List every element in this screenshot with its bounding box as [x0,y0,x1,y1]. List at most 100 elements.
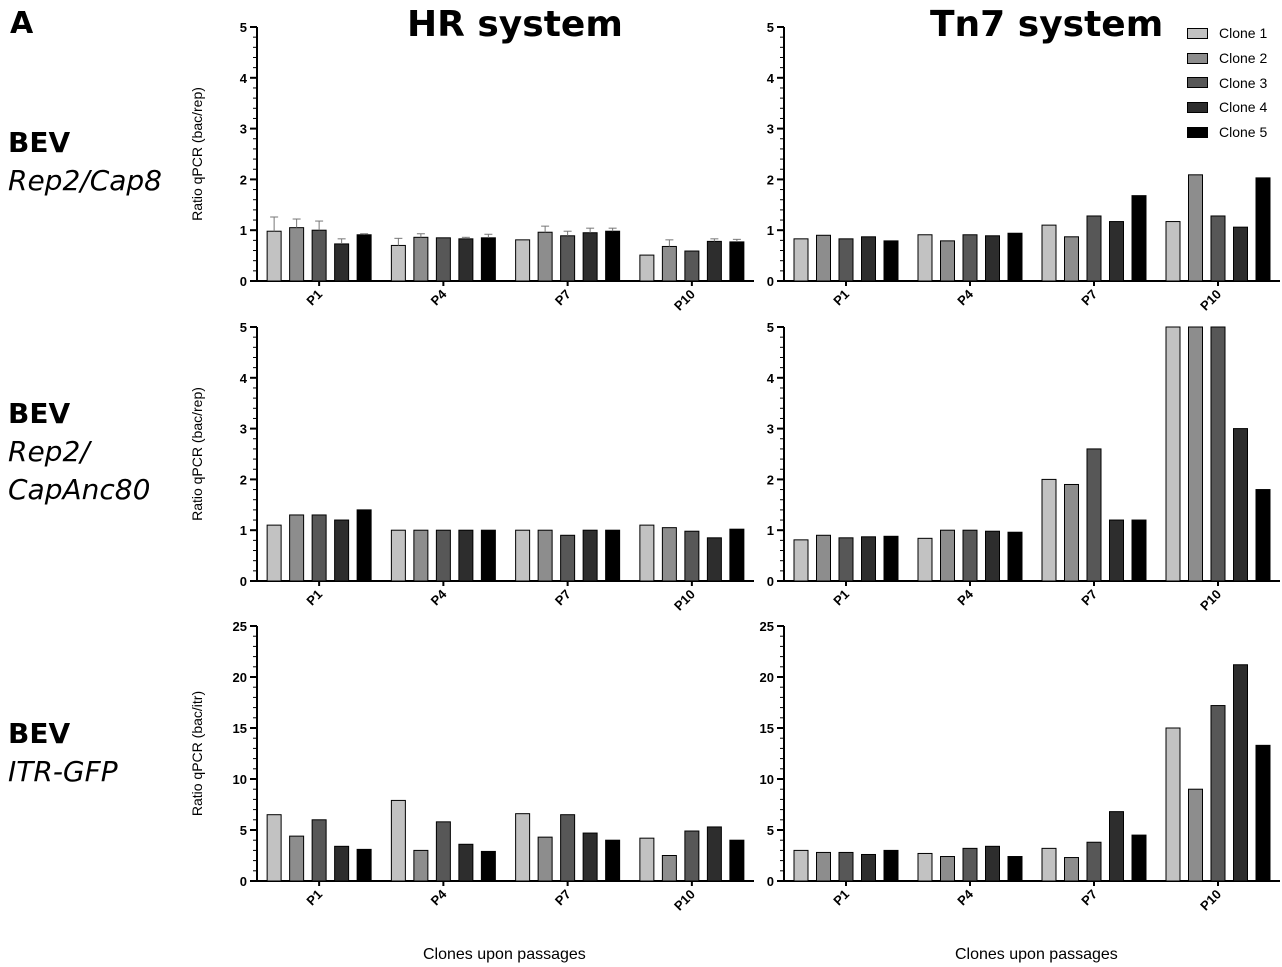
bar-clone-5 [1007,531,1023,582]
x-tick-label: P4 [954,586,976,608]
bar-clone-4 [861,853,876,882]
bar-clone-2 [537,231,553,282]
bar-clone-2 [661,527,677,582]
bar-clone-4 [334,243,350,282]
bar-clone-1 [639,254,655,282]
y-axis-title: Ratio qPCR (bac/itr) [189,691,205,816]
bar-clone-2 [940,856,955,882]
bar-clone-3 [684,530,700,582]
y-axis-title: Ratio qPCR (bac/rep) [189,87,205,221]
bar-clone-4 [861,536,876,582]
legend-label: Clone 3 [1219,74,1268,91]
bar-clone-2 [940,529,955,582]
bar-clone-1 [1165,727,1181,882]
bar-clone-5 [1131,195,1147,282]
x-tick-label: P1 [830,287,852,309]
x-tick-label: P7 [552,287,574,309]
legend-swatch [1187,101,1208,113]
bar-clone-3 [838,238,854,282]
legend-item-clone-2: Clone 2 [1187,46,1279,71]
x-tick-label: P4 [954,286,976,308]
y-tick-label: 1 [240,223,247,238]
bar-clone-4 [1109,221,1124,282]
bar-clone-2 [816,534,831,582]
x-tick-label: P7 [1078,587,1100,609]
row-label-rep2capanc80: BEV Rep2/ CapAnc80 [8,395,150,509]
bar-clone-5 [1255,489,1271,582]
y-tick-label: 4 [240,371,248,386]
legend-label: Clone 5 [1219,124,1268,141]
y-tick-label: 2 [240,472,247,487]
y-tick-label: 2 [240,172,247,187]
bar-clone-1 [917,234,933,282]
bar-clone-4 [1109,519,1124,582]
bar-clone-3 [684,830,700,882]
y-tick-label: 1 [240,523,247,538]
bar-clone-2 [661,855,677,882]
legend-item-clone-3: Clone 3 [1187,70,1279,95]
bar-clone-5 [480,237,496,282]
bar-clone-1 [639,524,655,582]
bar-clone-4 [706,537,722,582]
y-tick-label: 10 [760,772,774,787]
y-tick-label: 15 [233,721,247,736]
y-axis-title: Ratio qPCR (bac/rep) [189,387,205,521]
x-axis-label-tn7: Clones upon passages [955,946,1118,963]
bar-clone-3 [962,847,978,882]
row-label-rep2cap8: BEV Rep2/Cap8 [8,124,162,200]
bar-clone-5 [729,839,745,882]
bar-clone-1 [793,238,809,282]
bar-clone-4 [458,529,474,582]
chart-hr-rep2capanc80: 0 1 2 3 4 5 Ratio qPCR (bac/rep) P1 P4 P7 P10 [189,320,754,613]
y-tick-label: 25 [233,619,247,634]
y-tick-label: 25 [760,619,774,634]
bar-clone-1 [515,239,531,282]
bar-clone-3 [1210,705,1226,882]
bar-clone-1 [1041,478,1057,582]
row-label-construct: Rep2/ [8,435,90,468]
bar-clone-3 [1086,215,1102,282]
y-tick-label: 5 [240,823,247,838]
y-tick-label: 0 [767,574,774,589]
bar-clone-5 [883,849,899,882]
x-tick-label: P10 [1197,287,1224,314]
x-tick-label: P7 [552,587,574,609]
bar-clone-4 [1109,811,1124,882]
bar-clone-2 [1064,857,1079,882]
bar-clone-2 [940,240,955,282]
x-tick-label: P1 [830,887,852,909]
bar-clone-1 [1041,847,1057,882]
bar-clone-4 [1233,226,1248,282]
bar-clone-2 [816,234,831,282]
bar-clone-1 [793,849,809,882]
legend-item-clone-5: Clone 5 [1187,120,1279,145]
legend-swatch [1187,77,1208,89]
y-tick-label: 2 [767,172,774,187]
x-axis-label-hr: Clones upon passages [423,946,586,963]
x-tick-label: P10 [1197,887,1224,914]
x-tick-label: P10 [1197,587,1224,614]
bar-clone-5 [356,509,372,582]
bar-clone-4 [985,530,1000,582]
bar-clone-5 [1131,834,1147,882]
bar-clone-4 [1233,664,1248,882]
bar-clone-3 [838,537,854,582]
bar-clone-3 [1086,448,1102,582]
bar-clone-1 [515,813,531,882]
y-tick-label: 20 [233,670,247,685]
bar-clone-2 [413,529,429,582]
bar-clone-5 [1007,232,1023,282]
bar-clone-2 [1188,788,1203,882]
bar-clone-1 [390,529,406,582]
legend-label: Clone 2 [1219,50,1268,67]
bar-clone-1 [266,524,282,582]
legend-label: Clone 4 [1219,99,1268,116]
bar-clone-1 [639,837,655,882]
bar-clone-4 [458,238,474,282]
bar-clone-4 [582,232,598,282]
y-tick-label: 4 [767,71,775,86]
bar-clone-1 [917,537,933,582]
bar-clone-3 [311,819,327,882]
bar-clone-1 [1041,224,1057,282]
